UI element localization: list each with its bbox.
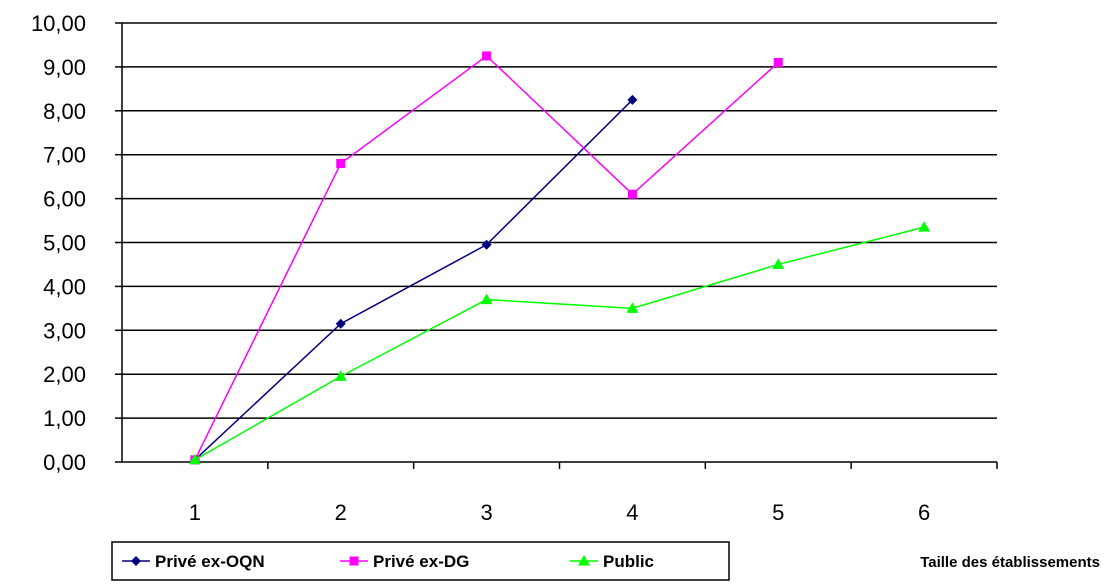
series-group bbox=[188, 51, 931, 465]
legend-label: Public bbox=[603, 552, 654, 571]
y-tick-label: 5,00 bbox=[43, 231, 86, 256]
y-tick-label: 7,00 bbox=[43, 143, 86, 168]
data-point-triangle bbox=[918, 221, 931, 232]
y-tick-label: 6,00 bbox=[43, 187, 86, 212]
series-2 bbox=[190, 51, 783, 465]
x-tick-label: 4 bbox=[626, 500, 638, 525]
legend: Privé ex-OQN Privé ex-DG Public bbox=[111, 541, 730, 581]
y-tick-label: 3,00 bbox=[43, 318, 86, 343]
data-point-square bbox=[627, 189, 637, 199]
data-point-square bbox=[773, 58, 783, 68]
data-point-square bbox=[482, 51, 492, 61]
x-tick-label: 6 bbox=[918, 500, 930, 525]
data-point-triangle bbox=[188, 453, 201, 465]
x-tick-label: 1 bbox=[189, 500, 201, 525]
x-axis-title: Taille des établissements bbox=[920, 554, 1100, 571]
data-point-diamond bbox=[627, 94, 638, 105]
series-line bbox=[194, 99, 633, 461]
data-point-triangle bbox=[480, 293, 493, 305]
data-point-diamond bbox=[481, 239, 492, 250]
y-tick-label: 9,00 bbox=[43, 55, 86, 80]
data-point-triangle bbox=[772, 258, 785, 269]
data-point-triangle bbox=[578, 555, 590, 566]
y-tick-label: 10,00 bbox=[31, 11, 86, 36]
x-tick-label: 5 bbox=[772, 500, 784, 525]
y-tick-label: 4,00 bbox=[43, 274, 86, 299]
data-point-diamond bbox=[131, 556, 141, 566]
data-point-triangle bbox=[626, 302, 639, 313]
legend-label: Privé ex-DG bbox=[373, 552, 469, 571]
y-tick-label: 0,00 bbox=[43, 450, 86, 475]
data-point-square bbox=[336, 158, 346, 168]
x-tick-label: 2 bbox=[335, 500, 347, 525]
axes bbox=[115, 22, 998, 469]
x-tick-label: 3 bbox=[480, 500, 492, 525]
y-tick-labels: 0,00 1,00 2,00 3,00 4,00 5,00 6,00 7,00 8,00 9,00… bbox=[31, 11, 86, 475]
data-point-square bbox=[349, 556, 359, 566]
data-point-triangle bbox=[334, 370, 347, 381]
series-1 bbox=[189, 94, 638, 465]
y-tick-label: 8,00 bbox=[43, 99, 86, 124]
legend-box bbox=[111, 541, 730, 581]
series-3 bbox=[188, 221, 931, 465]
gridlines bbox=[122, 22, 997, 419]
y-tick-label: 2,00 bbox=[43, 362, 86, 387]
legend-label: Privé ex-OQN bbox=[155, 552, 265, 571]
y-tick-label: 1,00 bbox=[43, 406, 86, 431]
series-line bbox=[194, 226, 925, 461]
data-point-diamond bbox=[335, 318, 346, 329]
x-tick-labels: 1 2 3 4 5 6 bbox=[189, 500, 930, 525]
series-line bbox=[194, 54, 779, 461]
